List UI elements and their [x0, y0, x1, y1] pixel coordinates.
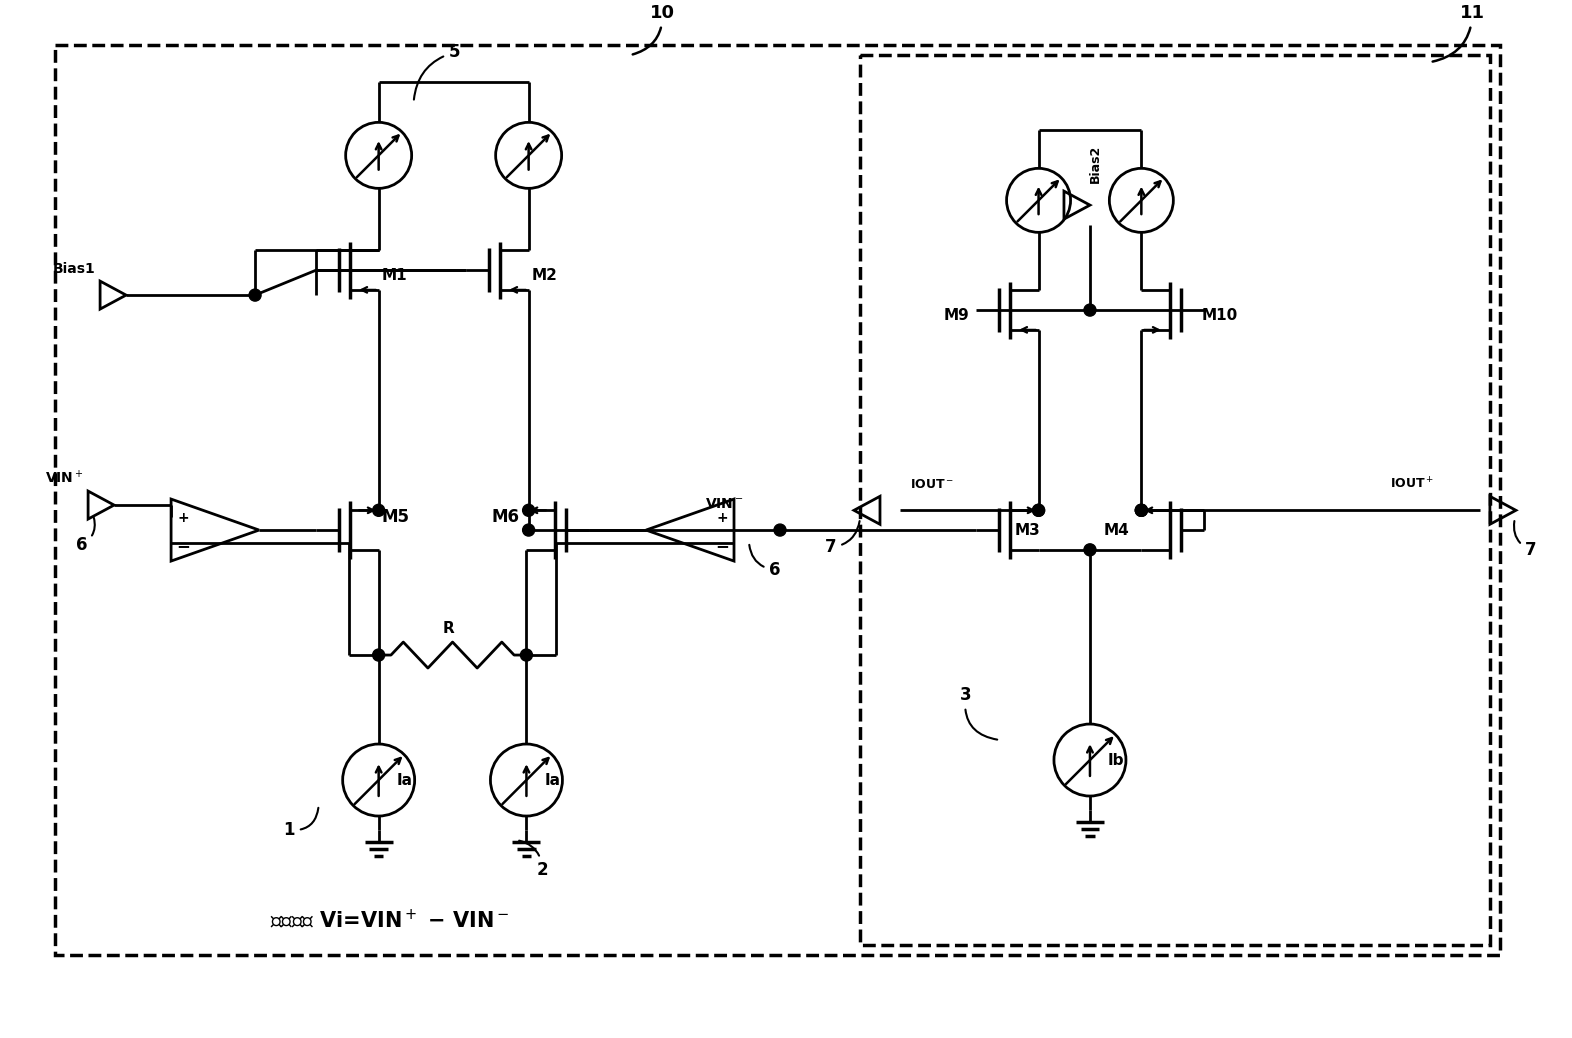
Text: 10: 10	[632, 4, 674, 54]
Text: M3: M3	[1016, 523, 1041, 538]
Text: VIN$^+$: VIN$^+$	[44, 469, 83, 486]
Circle shape	[522, 504, 534, 516]
Text: Bias2: Bias2	[1088, 145, 1102, 183]
Text: M9: M9	[943, 308, 968, 323]
Text: 5: 5	[413, 44, 461, 100]
Circle shape	[1085, 304, 1096, 317]
Text: Ia: Ia	[544, 773, 561, 788]
Text: M10: M10	[1201, 308, 1237, 323]
Circle shape	[248, 290, 261, 301]
Text: R: R	[443, 621, 454, 636]
Text: 7: 7	[1514, 521, 1536, 559]
Text: 3: 3	[960, 686, 997, 740]
Text: VIN$^-$: VIN$^-$	[704, 497, 744, 511]
Text: 输入电压 Vi=VIN$^+$ − VIN$^-$: 输入电压 Vi=VIN$^+$ − VIN$^-$	[270, 908, 509, 932]
Text: Ia: Ia	[396, 773, 413, 788]
Text: +: +	[717, 511, 728, 525]
Circle shape	[1033, 504, 1044, 516]
Text: IOUT$^-$: IOUT$^-$	[910, 479, 954, 491]
Text: −: −	[715, 537, 729, 555]
Circle shape	[1135, 504, 1148, 516]
Text: 6: 6	[75, 518, 94, 554]
Text: 2: 2	[519, 841, 549, 879]
Circle shape	[773, 524, 786, 536]
Circle shape	[373, 504, 385, 516]
Circle shape	[1135, 504, 1148, 516]
Text: M5: M5	[382, 508, 409, 526]
Text: 1: 1	[283, 808, 319, 839]
Text: M1: M1	[382, 268, 407, 283]
Circle shape	[520, 649, 533, 661]
Text: IOUT$^+$: IOUT$^+$	[1390, 476, 1434, 491]
Text: 7: 7	[825, 521, 860, 556]
Text: 11: 11	[1432, 4, 1486, 61]
Text: +: +	[178, 511, 189, 525]
Text: M4: M4	[1104, 523, 1129, 538]
Circle shape	[373, 649, 385, 661]
Circle shape	[1033, 504, 1044, 516]
Circle shape	[1085, 544, 1096, 555]
Circle shape	[522, 524, 534, 536]
Text: M6: M6	[492, 508, 519, 526]
Text: M2: M2	[531, 268, 556, 283]
Text: −: −	[176, 537, 190, 555]
Text: 6: 6	[750, 545, 781, 579]
Text: Ib: Ib	[1108, 753, 1124, 768]
Text: Bias1: Bias1	[52, 263, 94, 276]
Circle shape	[1135, 504, 1148, 516]
